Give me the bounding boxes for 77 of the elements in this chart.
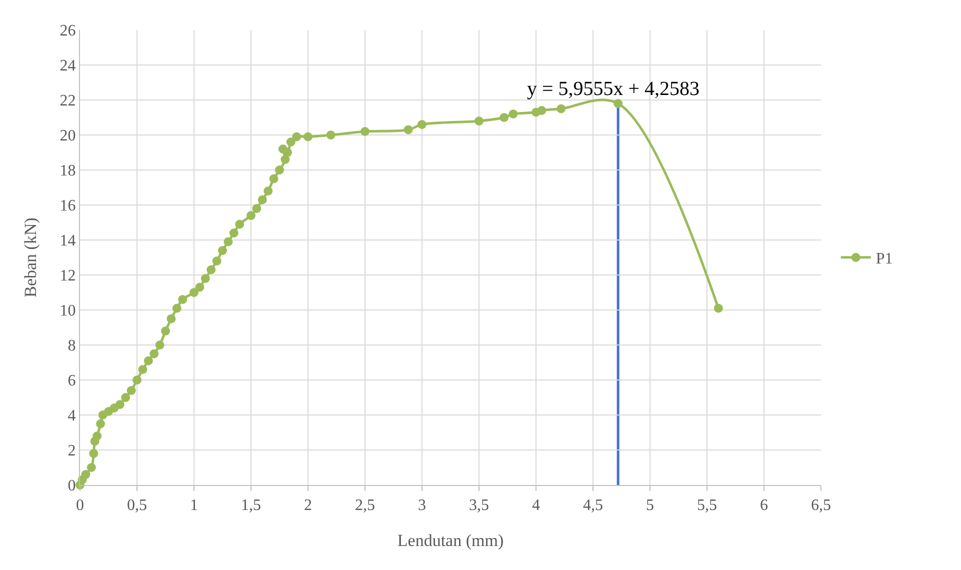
point xyxy=(96,419,106,428)
point xyxy=(286,138,296,146)
point xyxy=(86,463,96,472)
y-tick-label: 12 xyxy=(60,268,76,285)
x-tick-label: 6 xyxy=(760,497,768,514)
point xyxy=(537,106,546,115)
point xyxy=(500,113,509,122)
point xyxy=(195,282,204,292)
x-tick-label: 4,5 xyxy=(583,497,603,514)
legend-label: P1 xyxy=(876,250,893,268)
point xyxy=(206,265,216,274)
point xyxy=(360,127,370,136)
point xyxy=(200,274,210,283)
point xyxy=(224,237,233,246)
point xyxy=(150,349,159,358)
x-tick-label: 0,5 xyxy=(127,497,147,514)
point xyxy=(212,256,222,266)
point xyxy=(326,130,336,140)
x-tick-label: 2,5 xyxy=(355,497,375,514)
point xyxy=(144,356,153,366)
y-tick-label: 18 xyxy=(60,162,76,180)
annotation: y = 5,9555x + 4,2583 xyxy=(527,78,700,100)
point xyxy=(258,195,267,204)
x-tick-label: 1 xyxy=(190,497,198,514)
point xyxy=(172,304,182,313)
point xyxy=(264,186,273,196)
y-tick-label: 24 xyxy=(60,58,76,75)
y-tick-label: 20 xyxy=(60,128,76,145)
y-tick-label: 8 xyxy=(68,338,76,355)
y-tick-label: 6 xyxy=(68,372,76,390)
x-tick-label: 6,5 xyxy=(811,497,831,514)
point xyxy=(246,211,256,220)
point xyxy=(161,326,170,336)
y-tick-label: 16 xyxy=(60,198,76,215)
point xyxy=(89,449,98,458)
y-tick-label: 14 xyxy=(60,232,76,250)
point xyxy=(126,386,136,395)
point xyxy=(115,400,124,409)
x-tick-label: 5 xyxy=(646,497,654,514)
y-tick-label: 2 xyxy=(68,442,76,460)
point xyxy=(155,340,164,350)
point xyxy=(121,393,130,402)
point xyxy=(92,432,102,440)
point xyxy=(508,110,518,118)
y-tick-label: 22 xyxy=(60,92,76,110)
y-tick-label: 0 xyxy=(68,478,76,495)
point xyxy=(252,204,262,213)
x-tick-label: 3,5 xyxy=(469,497,489,514)
point xyxy=(132,376,142,384)
point xyxy=(714,304,723,313)
point xyxy=(138,365,148,374)
point xyxy=(269,174,278,184)
y-tick-label: 10 xyxy=(60,302,76,320)
x-tick-label: 2 xyxy=(304,497,312,514)
point xyxy=(304,132,312,142)
point xyxy=(178,295,188,304)
x-tick-label: 1,5 xyxy=(241,497,261,514)
x-tick-label: 5,5 xyxy=(697,497,717,514)
y-tick-label: 4 xyxy=(68,408,76,425)
x-tick-label: 3 xyxy=(418,497,426,514)
point xyxy=(556,104,566,114)
y-tick-label: 26 xyxy=(60,22,76,40)
point xyxy=(474,116,484,126)
x-tick-label: 4 xyxy=(532,497,540,514)
y-axis-title: Beban (kN) xyxy=(21,218,40,298)
point xyxy=(235,220,244,229)
point xyxy=(190,288,198,297)
x-axis-title: Lendutan (mm) xyxy=(397,531,504,550)
point xyxy=(229,228,238,238)
point xyxy=(275,166,284,174)
point xyxy=(404,125,413,134)
point xyxy=(614,99,623,108)
point xyxy=(81,470,90,479)
point xyxy=(418,120,426,129)
point xyxy=(218,246,227,255)
point xyxy=(292,132,302,142)
point xyxy=(166,314,176,324)
